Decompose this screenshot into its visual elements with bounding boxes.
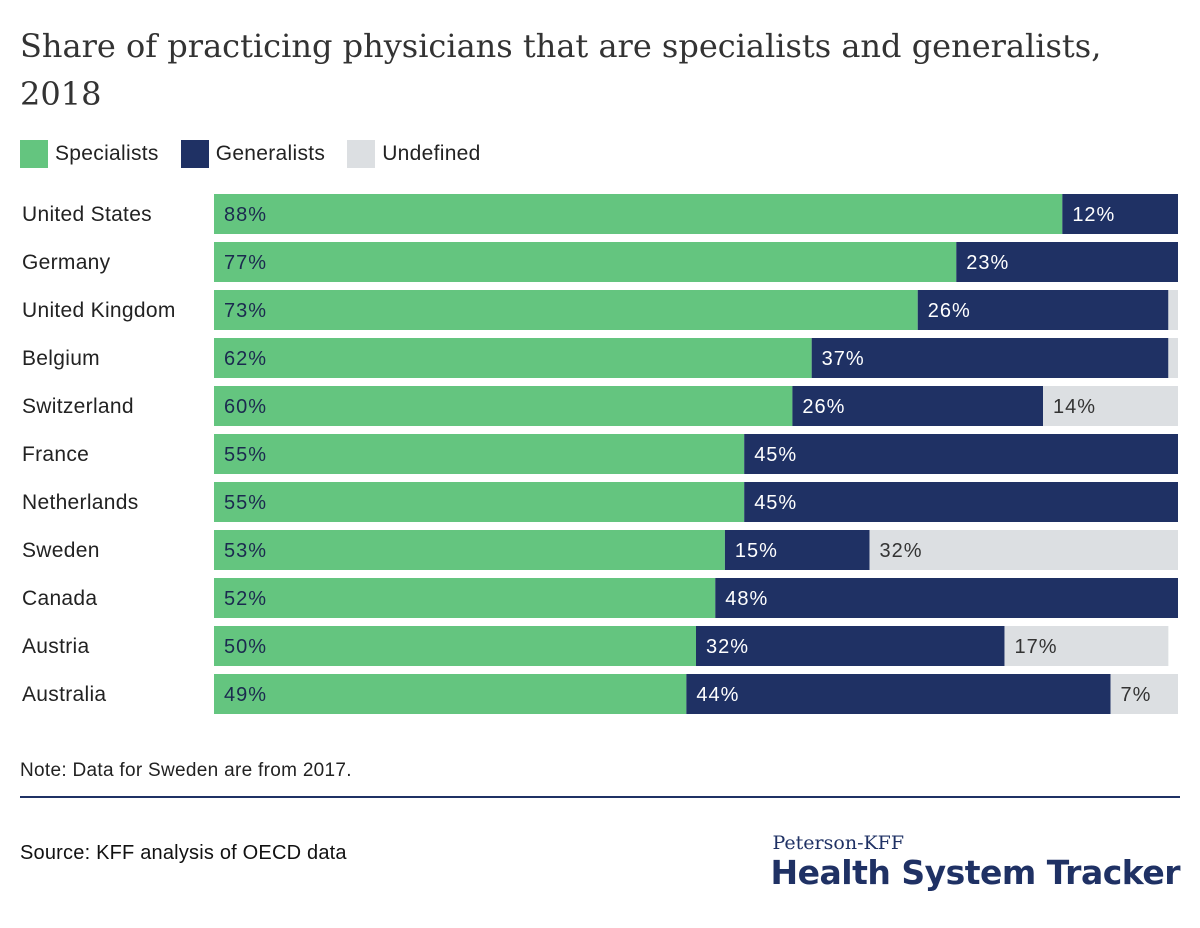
chart-title: Share of practicing physicians that are … (20, 27, 1102, 113)
bar-generalists-switzerland (792, 386, 1044, 426)
category-label-canada: Canada (22, 587, 97, 610)
bar-undefined-united-kingdom (1168, 290, 1178, 330)
bar-specialists-canada (214, 578, 716, 618)
bar-undefined-switzerland (1043, 386, 1178, 426)
legend-label-specialists: Specialists (55, 142, 159, 165)
legend-label-generalists: Generalists (215, 142, 326, 165)
data-label-specialists-switzerland: 60% (224, 396, 267, 418)
bar-generalists-united-states (1062, 194, 1178, 234)
data-label-generalists-united-kingdom: 26% (928, 300, 971, 322)
data-label-specialists-germany: 77% (224, 252, 267, 274)
category-label-united-kingdom: United Kingdom (22, 299, 176, 322)
bar-generalists-germany (956, 242, 1178, 282)
category-label-france: France (22, 443, 89, 466)
legend-item-undefined: Undefined (347, 140, 480, 168)
bar-specialists-australia (214, 674, 687, 714)
legend-swatch-generalists (180, 140, 209, 168)
category-label-austria: Austria (22, 635, 89, 658)
divider (20, 796, 1180, 798)
data-label-specialists-united-states: 88% (224, 204, 267, 226)
bar-generalists-canada (715, 578, 1178, 618)
legend-label-undefined: Undefined (382, 142, 481, 165)
bar-undefined-sweden (869, 530, 1178, 570)
bar-specialists-germany (214, 242, 957, 282)
category-label-belgium: Belgium (22, 347, 100, 370)
bar-generalists-belgium (811, 338, 1169, 378)
data-label-generalists-canada: 48% (725, 588, 768, 610)
legend: Specialists Generalists Undefined (20, 140, 503, 168)
data-label-generalists-belgium: 37% (822, 348, 865, 370)
category-label-switzerland: Switzerland (22, 395, 134, 418)
bar-undefined-belgium (1168, 338, 1178, 378)
data-label-specialists-netherlands: 55% (224, 492, 267, 514)
bar-undefined-australia (1110, 674, 1178, 714)
data-label-specialists-australia: 49% (224, 684, 267, 706)
data-label-generalists-austria: 32% (706, 636, 749, 658)
bar-specialists-united-states (214, 194, 1063, 234)
bar-generalists-france (744, 434, 1178, 474)
data-label-undefined-sweden: 32% (880, 540, 923, 562)
data-label-generalists-sweden: 15% (735, 540, 778, 562)
bar-specialists-sweden (214, 530, 725, 570)
data-label-generalists-switzerland: 26% (802, 396, 845, 418)
category-label-germany: Germany (22, 251, 111, 274)
bar-generalists-netherlands (744, 482, 1178, 522)
category-label-united-states: United States (22, 203, 152, 226)
bar-specialists-austria (214, 626, 696, 666)
brand-logo: Peterson-KFF Health System Tracker (771, 832, 1181, 892)
logo-main-text: Health System Tracker (770, 853, 1181, 892)
data-label-specialists-united-kingdom: 73% (224, 300, 267, 322)
data-label-generalists-netherlands: 45% (754, 492, 797, 514)
data-label-generalists-germany: 23% (966, 252, 1009, 274)
data-label-specialists-france: 55% (224, 444, 267, 466)
legend-swatch-undefined (347, 140, 376, 168)
bar-specialists-switzerland (214, 386, 793, 426)
source-text: Source: KFF analysis of OECD data (20, 842, 347, 864)
bar-generalists-united-kingdom (917, 290, 1169, 330)
legend-swatch-specialists (20, 140, 48, 168)
data-label-undefined-austria: 17% (1014, 636, 1057, 658)
data-label-specialists-sweden: 53% (224, 540, 267, 562)
data-label-generalists-france: 45% (754, 444, 797, 466)
data-label-undefined-switzerland: 14% (1053, 396, 1096, 418)
category-label-sweden: Sweden (22, 539, 100, 562)
data-label-specialists-canada: 52% (224, 588, 267, 610)
data-label-generalists-united-states: 12% (1072, 204, 1115, 226)
data-label-specialists-belgium: 62% (224, 348, 267, 370)
legend-item-generalists: Generalists (180, 140, 326, 168)
legend-item-specialists: Specialists (20, 140, 159, 168)
bar-specialists-united-kingdom (214, 290, 918, 330)
bar-specialists-france (214, 434, 745, 474)
logo-top-text: Peterson-KFF (772, 832, 905, 854)
data-label-specialists-austria: 50% (224, 636, 267, 658)
bar-specialists-belgium (214, 338, 812, 378)
bar-undefined-austria (1004, 626, 1169, 666)
category-label-australia: Australia (22, 683, 106, 706)
bar-chart: United States 88% 12% Germany 77% 23% United K… (22, 194, 1178, 714)
chart-note: Note: Data for Sweden are from 2017. (20, 760, 352, 781)
bar-generalists-austria (696, 626, 1005, 666)
data-label-undefined-australia: 7% (1121, 684, 1152, 706)
data-label-generalists-australia: 44% (696, 684, 739, 706)
bar-generalists-australia (686, 674, 1111, 714)
category-label-netherlands: Netherlands (22, 491, 139, 514)
bar-generalists-sweden (724, 530, 870, 570)
bar-specialists-netherlands (214, 482, 745, 522)
